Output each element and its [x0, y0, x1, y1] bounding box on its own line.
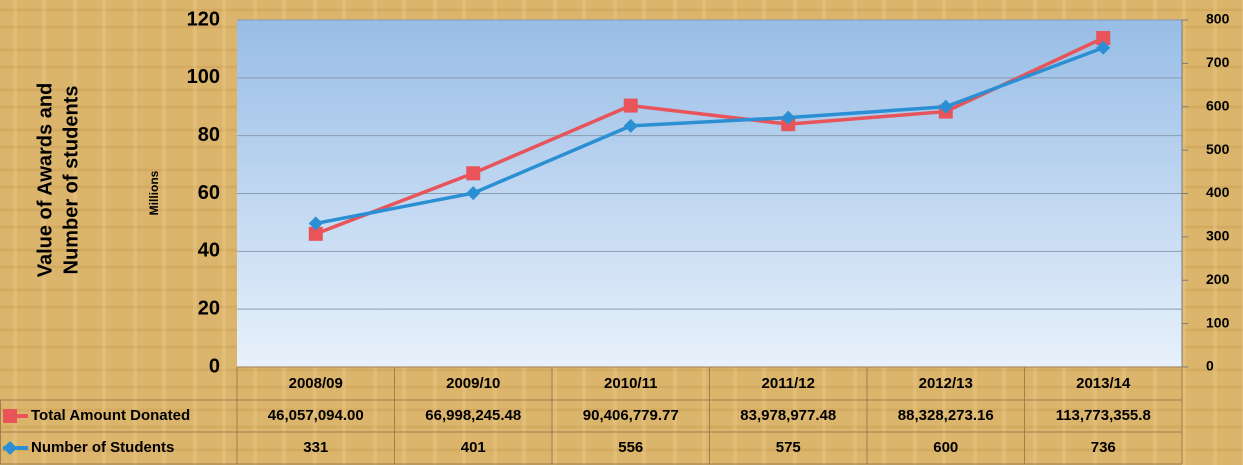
category-label: 2012/13 [919, 375, 973, 392]
category-label: 2011/12 [762, 375, 815, 392]
y2-tick-label: 200 [1206, 271, 1230, 287]
table-value: 736 [1091, 439, 1116, 456]
y-tick-label: 80 [198, 124, 220, 146]
series-line [315, 46, 1104, 226]
y-tick-label: 100 [187, 66, 220, 88]
category-label: 2010/11 [604, 375, 657, 392]
table-value: 600 [933, 439, 958, 456]
category-label: 2013/14 [1076, 375, 1131, 392]
y-tick-label: 60 [198, 182, 220, 204]
table-value: 83,978,977.48 [740, 407, 836, 424]
marker [3, 409, 17, 423]
y-tick-label: 120 [187, 8, 220, 30]
marker [781, 110, 796, 125]
marker [3, 441, 17, 455]
table-value: 331 [303, 439, 328, 456]
table-value: 88,328,273.16 [898, 407, 994, 424]
marker [308, 216, 323, 231]
table-value: 401 [461, 439, 486, 456]
marker [623, 98, 638, 113]
category-label: 2008/09 [289, 375, 343, 392]
y2-tick-label: 0 [1206, 358, 1214, 374]
y2-tick-label: 800 [1206, 11, 1230, 27]
table-value: 66,998,245.48 [425, 407, 521, 424]
y2-tick-label: 400 [1206, 184, 1230, 200]
series-line [315, 36, 1104, 236]
y-axis-title: Value of Awards and [34, 83, 56, 278]
y-tick-label: 0 [209, 355, 220, 377]
table-value: 113,773,355.8 [1056, 407, 1151, 424]
category-label: 2009/10 [446, 375, 500, 392]
table-value: 575 [776, 439, 801, 456]
marker [466, 186, 481, 201]
marker [1096, 40, 1111, 55]
y-tick-label: 20 [198, 297, 220, 319]
marker [938, 99, 953, 114]
marker [1096, 31, 1111, 46]
table-value: 46,057,094.00 [268, 407, 364, 424]
table-value: 556 [618, 439, 643, 456]
legend-label: Total Amount Donated [31, 407, 190, 424]
marker [466, 166, 481, 181]
y2-tick-label: 300 [1206, 228, 1230, 244]
y-axis-title: Number of students [60, 86, 82, 275]
marker [308, 226, 323, 241]
y2-tick-label: 700 [1206, 54, 1230, 70]
y2-tick-label: 600 [1206, 97, 1230, 113]
legend-label: Number of Students [31, 439, 174, 456]
table-value: 90,406,779.77 [583, 407, 679, 424]
marker [623, 118, 638, 133]
y2-tick-label: 500 [1206, 141, 1230, 157]
y2-tick-label: 100 [1206, 314, 1230, 330]
y-tick-label: 40 [198, 240, 220, 262]
y-unit-label: Millions [147, 170, 161, 215]
